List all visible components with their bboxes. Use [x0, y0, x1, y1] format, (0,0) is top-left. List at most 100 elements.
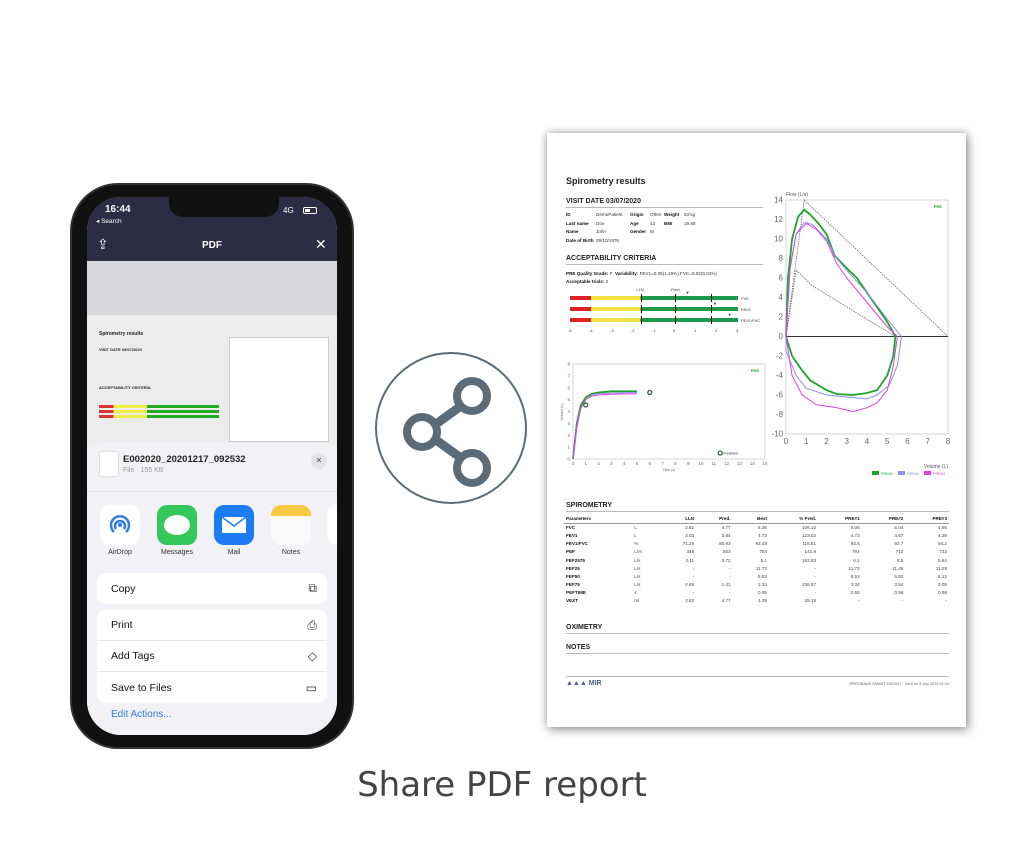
x-tick-label: 13	[737, 461, 743, 466]
y-tick-label: 6	[567, 385, 570, 390]
action-copy[interactable]: Copy ⧉	[97, 573, 327, 604]
table-cell: 115.51	[802, 541, 817, 547]
folder-icon: ▭	[305, 680, 317, 695]
table-cell: 3.72	[721, 557, 731, 563]
pdf-report: Spirometry results VISIT DATE 03/07/2020…	[547, 133, 966, 727]
table-cell: 3.34	[850, 582, 860, 588]
column-header: Pred.	[696, 515, 733, 524]
notes-heading: NOTES	[566, 644, 949, 654]
table-cell: 236.87	[801, 582, 817, 588]
edit-actions-link[interactable]: Edit Actions...	[111, 709, 172, 720]
table-cell: 6.1	[760, 557, 767, 563]
x-tick-label: 8	[674, 461, 677, 466]
pdf-thumbnail[interactable]: Spirometry results VISIT DATE 03/07/2020…	[87, 315, 337, 445]
close-sheet-button[interactable]: ✕	[311, 453, 327, 469]
table-cell: 6.12	[938, 573, 947, 579]
phone-screen: 16:44 ◂ Search 4G ⇪ PDF ✕ Spirometry res…	[87, 197, 337, 735]
table-cell: ml	[634, 598, 640, 604]
y-tick-label: 10	[774, 235, 783, 244]
bar-tick	[675, 316, 676, 324]
column-header: Parameters	[564, 515, 633, 524]
y-tick-label: 8	[779, 254, 784, 263]
table-cell: 4.73	[850, 532, 860, 538]
column-header	[632, 515, 660, 524]
close-icon[interactable]: ✕	[315, 236, 327, 252]
action-add-tags[interactable]: Add Tags ◇	[97, 641, 327, 672]
nav-bar: ⇪ PDF ✕	[87, 231, 337, 261]
report-title: Spirometry results	[566, 176, 646, 186]
y-tick-label: 0	[779, 332, 784, 341]
x-tick-label: 1	[585, 461, 588, 466]
x-tick-label: 3	[610, 461, 613, 466]
table-cell: -	[901, 598, 904, 604]
table-row: FVC L 3.82 4.77 5.06 106.12 5.06 5.04 4.66	[564, 523, 949, 531]
x-tick-label: 5	[885, 437, 890, 446]
bar-tick	[710, 316, 712, 324]
y-tick-label: 2	[779, 313, 784, 322]
table-row: PEF L/m 348 553 784 141.8 784 712 732	[564, 548, 949, 556]
app-airdrop[interactable]: AirDrop	[100, 505, 148, 556]
app-label: Mail	[227, 549, 241, 556]
table-cell: 1.41	[721, 582, 731, 588]
app-notes[interactable]: Notes	[271, 505, 319, 556]
predicted-marker	[717, 450, 723, 456]
marker-icon: ▼	[727, 312, 732, 317]
table-cell: 3.82	[685, 598, 695, 604]
bar-tick	[641, 316, 643, 324]
scale-label: 2	[715, 328, 718, 333]
back-to-search[interactable]: ◂ Search	[96, 218, 122, 225]
predicted-label: Predicted	[723, 452, 738, 456]
x-tick-label: 7	[926, 437, 931, 446]
table-cell: 92.7	[894, 541, 904, 547]
app-mail[interactable]: Mail	[214, 505, 262, 556]
bar-tick	[710, 294, 712, 302]
table-cell: FEV1/FVC	[566, 541, 588, 547]
table-cell: 3.05	[938, 582, 947, 588]
plot-area	[572, 363, 766, 460]
table-cell: 5.04	[894, 525, 904, 531]
acceptability-info: PRE Quality Grade: F Variability: FEV1=0…	[566, 271, 717, 284]
patient-info: ID DemoPatient Origin Other Weight 63 kg Last…	[566, 212, 696, 243]
table-cell: 3.03	[685, 532, 695, 538]
y-tick-label: 14	[774, 196, 783, 205]
share-icon[interactable]: ⇪	[97, 236, 109, 252]
y-tick-label: 0	[567, 457, 570, 462]
x-tick-label: 14	[750, 461, 756, 466]
action-save-to-files[interactable]: Save to Files ▭	[97, 672, 327, 703]
legend-label: PRE#3	[933, 472, 945, 476]
notch	[169, 197, 279, 217]
app-more[interactable]	[327, 505, 337, 545]
nav-title: PDF	[202, 240, 222, 251]
table-cell: 93.5	[850, 541, 860, 547]
column-header: PRE#3	[905, 515, 949, 524]
y-tick-label: 2	[567, 433, 570, 438]
table-cell: s	[634, 590, 637, 596]
table-cell: 712	[895, 549, 904, 555]
x-tick-label: 10	[698, 461, 704, 466]
y-tick-label: 3	[567, 421, 570, 426]
table-cell: 3.82	[685, 525, 695, 531]
legend-swatch	[872, 471, 879, 475]
y-tick-label: -4	[776, 371, 784, 380]
table-cell: -	[858, 598, 860, 604]
table-cell: 11.28	[935, 565, 947, 571]
scale-label: 1	[694, 328, 697, 333]
scale-label: -4	[589, 328, 593, 333]
table-cell: L/s	[634, 582, 641, 588]
action-print[interactable]: Print ⎙	[97, 610, 327, 641]
tag-icon: ◇	[307, 649, 317, 663]
table-cell: 2.11	[685, 557, 695, 563]
table-cell: 0.96	[894, 590, 904, 596]
action-label: Add Tags	[111, 650, 155, 662]
column-header: PRE#1	[818, 515, 862, 524]
app-messages[interactable]: Messages	[157, 505, 205, 556]
table-cell: 4.77	[721, 525, 731, 531]
x-tick-label: 6	[649, 461, 652, 466]
table-cell: -	[729, 573, 731, 579]
y-tick-label: -10	[772, 430, 784, 439]
table-cell: -	[729, 590, 731, 596]
volume-time-chart: 0 1 2 3 4 5 6 7 8 9 10 11 12 13 14 15012345678Predicted…	[560, 362, 768, 473]
scale-label: 3	[736, 328, 739, 333]
table-cell: FVC	[566, 525, 576, 531]
table-cell: 71.25	[682, 541, 695, 547]
